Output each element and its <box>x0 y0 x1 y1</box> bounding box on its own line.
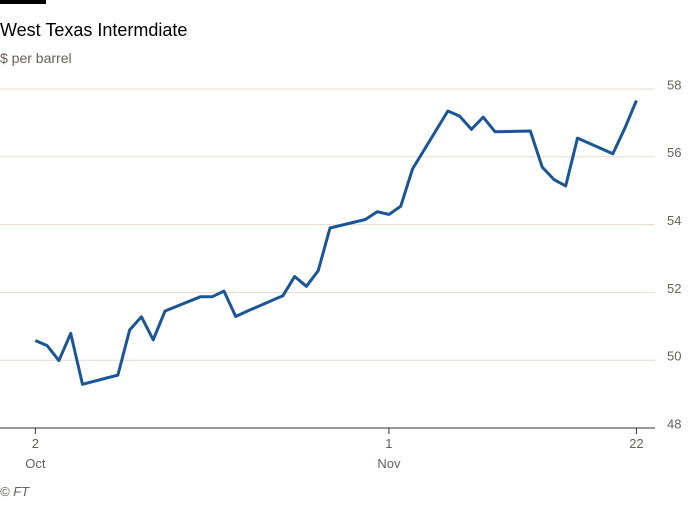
brand-bar <box>0 0 46 4</box>
chart-subtitle: $ per barrel <box>0 50 72 66</box>
x-tick-label: 2 <box>32 436 39 451</box>
x-month-label: Oct <box>25 456 46 471</box>
y-tick-label: 58 <box>667 77 681 92</box>
y-tick-label: 48 <box>667 416 681 431</box>
source: © FT <box>0 484 30 499</box>
chart-title: West Texas Intermdiate <box>0 20 187 40</box>
y-tick-label: 52 <box>667 281 681 296</box>
line-series <box>34 99 638 386</box>
y-tick-label: 54 <box>667 213 681 228</box>
y-tick-label: 50 <box>667 349 681 364</box>
x-tick-label: 1 <box>385 436 392 451</box>
x-tick-label: 22 <box>629 436 643 451</box>
x-month-label: Nov <box>377 456 401 471</box>
y-tick-label: 56 <box>667 145 681 160</box>
